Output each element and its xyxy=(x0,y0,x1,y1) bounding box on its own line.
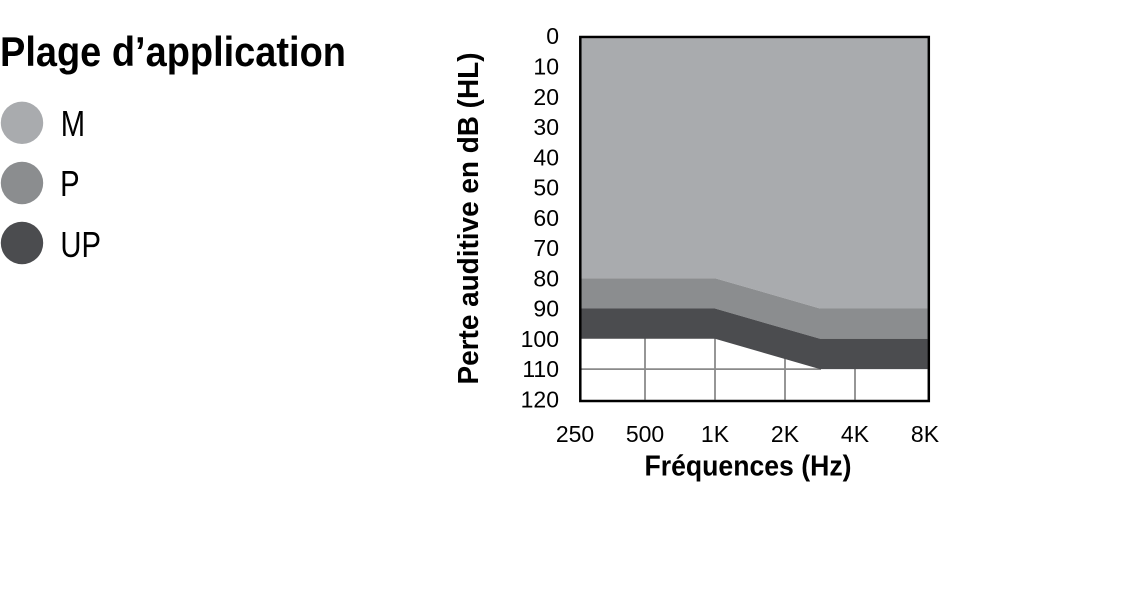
svg-text:70: 70 xyxy=(533,235,559,261)
svg-text:Perte auditive en dB (HL): Perte auditive en dB (HL) xyxy=(453,53,485,385)
svg-text:Plage d’application: Plage d’application xyxy=(0,28,346,75)
svg-text:250: 250 xyxy=(556,421,594,447)
svg-text:2K: 2K xyxy=(771,421,800,447)
svg-text:500: 500 xyxy=(626,421,664,447)
svg-text:10: 10 xyxy=(533,54,559,80)
svg-text:Fréquences (Hz): Fréquences (Hz) xyxy=(645,451,852,483)
svg-text:M: M xyxy=(61,104,85,145)
svg-text:30: 30 xyxy=(533,114,559,140)
svg-text:100: 100 xyxy=(521,326,559,352)
svg-text:110: 110 xyxy=(522,356,559,382)
svg-text:4K: 4K xyxy=(841,421,870,447)
svg-text:80: 80 xyxy=(533,265,559,291)
svg-text:90: 90 xyxy=(533,296,559,322)
svg-text:120: 120 xyxy=(521,386,559,412)
svg-text:1K: 1K xyxy=(701,421,730,447)
svg-text:50: 50 xyxy=(533,175,559,201)
svg-text:8K: 8K xyxy=(911,421,940,447)
svg-text:0: 0 xyxy=(546,23,559,49)
svg-text:20: 20 xyxy=(533,84,559,110)
svg-text:P: P xyxy=(60,164,79,205)
svg-text:60: 60 xyxy=(533,205,559,231)
svg-text:UP: UP xyxy=(60,225,101,266)
svg-text:40: 40 xyxy=(533,144,559,170)
